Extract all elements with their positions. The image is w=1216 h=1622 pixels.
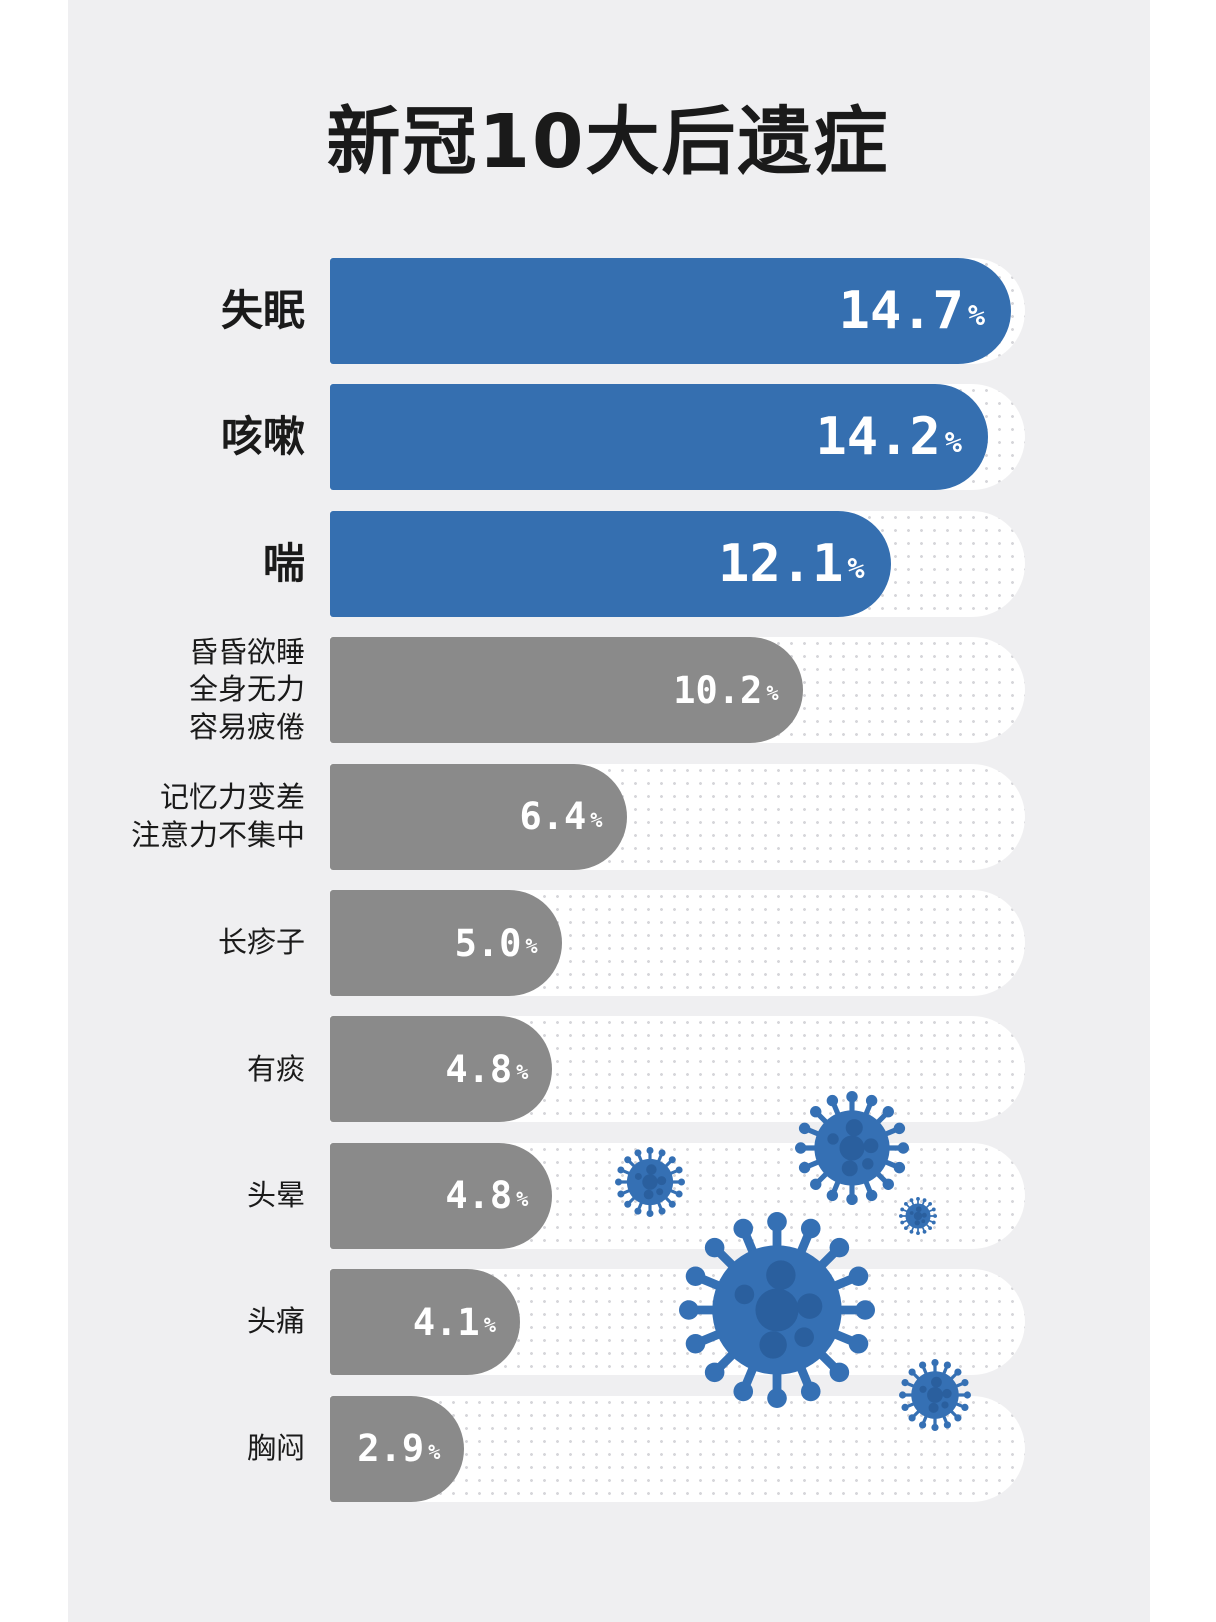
bar [330, 1016, 553, 1123]
data-label: 10.2% [330, 637, 779, 743]
category-label-line: 头晕 [246, 1177, 305, 1212]
category-label-line: 失眠 [220, 285, 305, 335]
category-label: 胸闷 [247, 1396, 305, 1502]
bar [330, 637, 803, 744]
data-label: 14.7% [330, 258, 985, 364]
category-label-line: 昏昏欲睡 [188, 634, 305, 669]
bar [330, 1269, 520, 1376]
data-label: 2.9% [330, 1396, 440, 1502]
bar-row: 2.9% 胸闷 [0, 1395, 1216, 1502]
bar [330, 510, 891, 617]
data-label-value: 14.2 [815, 407, 941, 468]
category-label: 头晕 [247, 1143, 305, 1249]
bar-row: 4.1% 头痛 [0, 1269, 1216, 1376]
data-label-value: 4.8 [445, 1174, 513, 1218]
bar-row: 6.4% 记忆力变差 注意力不集中 [0, 763, 1216, 870]
data-label-unit: % [428, 1439, 441, 1464]
chart-title: 新冠10大后遗症 [326, 99, 890, 185]
bar-row: 12.1% 喘 [0, 510, 1216, 617]
data-label-unit: % [847, 551, 865, 586]
data-label: 4.8% [330, 1143, 528, 1249]
category-label-line: 头痛 [246, 1304, 305, 1339]
data-label-value: 10.2 [673, 668, 763, 712]
category-label-line: 记忆力变差 [159, 779, 305, 814]
data-label: 5.0% [330, 890, 538, 996]
category-label-line: 长疹子 [217, 925, 305, 960]
bar-row: 14.2% 咳嗽 [0, 384, 1216, 491]
data-label-unit: % [944, 424, 962, 459]
data-label-value: 5.0 [454, 921, 522, 965]
category-label-line: 喘 [262, 538, 305, 588]
data-label-unit: % [590, 807, 603, 832]
data-label: 4.8% [330, 1016, 528, 1122]
bar [330, 890, 562, 996]
bar-row: 4.8% 头晕 [0, 1142, 1216, 1249]
bar-row: 4.8% 有痰 [0, 1016, 1216, 1123]
bar [330, 1142, 553, 1249]
data-label-value: 6.4 [519, 795, 587, 839]
category-label: 有痰 [247, 1016, 305, 1122]
data-label-unit: % [967, 298, 986, 333]
data-label-value: 4.8 [445, 1047, 513, 1091]
category-label: 记忆力变差 注意力不集中 [131, 764, 305, 870]
category-label: 昏昏欲睡 全身无力 容易疲倦 [188, 634, 305, 744]
bar-row: 5.0% 长疹子 [0, 890, 1216, 996]
data-label-unit: % [516, 1186, 529, 1211]
category-label: 失眠 [221, 258, 305, 364]
bar-row: 14.7% 失眠 [0, 258, 1216, 364]
data-label: 12.1% [330, 511, 865, 617]
category-label-line: 咳嗽 [220, 412, 305, 462]
category-label-line: 胸闷 [246, 1430, 305, 1465]
data-label-unit: % [766, 681, 779, 706]
data-label-value: 12.1 [718, 533, 844, 594]
category-label: 喘 [263, 511, 305, 617]
bar [330, 258, 1012, 364]
data-label-unit: % [483, 1313, 496, 1338]
data-label-unit: % [525, 934, 538, 959]
data-label-value: 2.9 [357, 1427, 425, 1471]
bar [330, 384, 988, 491]
category-label-line: 容易疲倦 [188, 710, 305, 745]
data-label: 14.2% [330, 384, 962, 490]
data-label-value: 4.1 [412, 1300, 480, 1344]
data-label-value: 14.7 [838, 281, 964, 341]
bar [330, 1395, 465, 1502]
bar [330, 763, 627, 870]
category-label-line: 全身无力 [188, 672, 305, 707]
category-label-line: 注意力不集中 [130, 817, 305, 852]
category-label: 咳嗽 [221, 384, 305, 490]
category-label-line: 有痰 [246, 1051, 305, 1086]
data-label: 4.1% [330, 1269, 496, 1375]
bar-row: 10.2% 昏昏欲睡 全身无力 容易疲倦 [0, 634, 1216, 744]
data-label-unit: % [516, 1060, 529, 1085]
data-label: 6.4% [330, 764, 603, 870]
category-label: 长疹子 [218, 890, 305, 996]
category-label: 头痛 [247, 1269, 305, 1375]
